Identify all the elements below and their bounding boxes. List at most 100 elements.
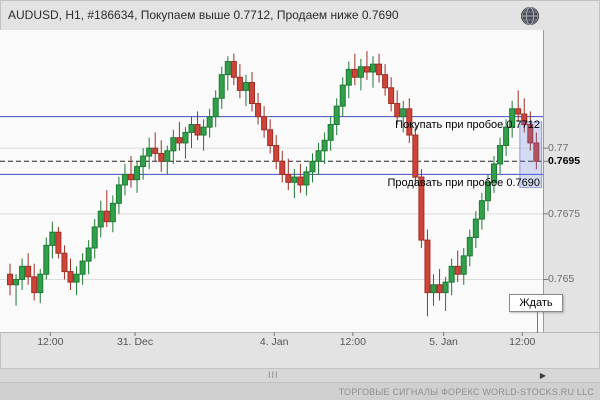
candle bbox=[357, 58, 364, 91]
candle bbox=[128, 156, 134, 188]
candle bbox=[345, 61, 352, 99]
candlestick-chart[interactable] bbox=[0, 30, 600, 368]
candle bbox=[351, 53, 358, 86]
candle bbox=[491, 156, 497, 193]
candle bbox=[103, 190, 110, 227]
candle bbox=[25, 253, 32, 285]
candle bbox=[73, 266, 80, 296]
candle bbox=[412, 127, 419, 185]
candle bbox=[200, 119, 207, 151]
candle bbox=[478, 192, 485, 230]
current-price-label: 0.7695 bbox=[548, 155, 581, 168]
candle bbox=[442, 276, 449, 311]
candle bbox=[515, 90, 522, 122]
candle bbox=[224, 56, 231, 91]
candle bbox=[188, 116, 195, 149]
candle bbox=[146, 137, 153, 170]
candle bbox=[297, 163, 304, 193]
candle bbox=[61, 245, 68, 280]
candle bbox=[19, 258, 26, 290]
candle bbox=[315, 142, 322, 175]
candle bbox=[327, 116, 334, 151]
candle bbox=[249, 72, 255, 112]
globe-icon[interactable] bbox=[520, 6, 540, 26]
candle bbox=[448, 258, 455, 296]
candle bbox=[406, 98, 413, 143]
signal-selection-highlight bbox=[519, 121, 543, 189]
price-axis-label: 0.7675 bbox=[548, 207, 581, 220]
candle bbox=[176, 121, 183, 151]
candle bbox=[49, 221, 56, 259]
candle bbox=[521, 98, 528, 133]
candle bbox=[273, 135, 280, 170]
candle bbox=[388, 77, 395, 112]
candle bbox=[212, 90, 219, 128]
candle bbox=[497, 137, 504, 175]
candle bbox=[291, 169, 298, 199]
status-bar: ТОРГОВЫЕ СИГНАЛЫ ФОРЕКС WORLD-STOCKS.RU … bbox=[0, 383, 600, 400]
candle bbox=[67, 258, 74, 290]
time-axis-label: 12:00 bbox=[37, 336, 64, 348]
candle bbox=[182, 127, 189, 159]
candle bbox=[370, 56, 376, 88]
candle bbox=[85, 240, 92, 275]
candle bbox=[382, 64, 389, 96]
candle bbox=[170, 129, 177, 164]
wait-flag[interactable]: Ждать bbox=[509, 294, 563, 333]
candle bbox=[13, 274, 20, 306]
time-axis-label: 31. Dec bbox=[116, 336, 154, 348]
scrollbar-grip[interactable]: III bbox=[268, 370, 279, 380]
candle bbox=[424, 229, 431, 317]
candle bbox=[267, 119, 274, 154]
candle bbox=[55, 226, 62, 259]
price-axis-label: 0.765 bbox=[548, 273, 575, 286]
candle bbox=[140, 148, 147, 180]
candle bbox=[91, 219, 98, 259]
candle bbox=[533, 132, 540, 170]
time-axis-label: 4. Jan bbox=[259, 336, 289, 348]
candle bbox=[376, 53, 383, 83]
candle bbox=[164, 145, 171, 175]
candle bbox=[321, 132, 328, 164]
time-axis-label: 12:00 bbox=[509, 336, 536, 348]
buy-breakout-label: Покупать при пробое 0.7712 bbox=[395, 118, 540, 131]
candle bbox=[109, 195, 116, 233]
candle bbox=[255, 93, 262, 125]
candle bbox=[400, 100, 407, 133]
candle bbox=[436, 268, 443, 301]
candle bbox=[279, 150, 286, 183]
candle bbox=[363, 51, 370, 80]
candle bbox=[418, 169, 425, 248]
candle bbox=[152, 132, 159, 162]
candle bbox=[333, 98, 340, 136]
candle bbox=[79, 253, 86, 285]
candle bbox=[527, 111, 534, 151]
candle bbox=[7, 263, 13, 296]
time-axis-label: 5. Jan bbox=[429, 336, 458, 348]
candle bbox=[472, 211, 479, 248]
candle bbox=[194, 111, 201, 141]
candle bbox=[158, 140, 165, 172]
candle bbox=[206, 108, 213, 138]
candle bbox=[37, 268, 44, 304]
scrollbar-right-arrow[interactable]: ▶ bbox=[539, 371, 546, 380]
title-bar: AUDUSD, H1, #186634, Покупаем выше 0.771… bbox=[0, 0, 600, 30]
candle bbox=[121, 163, 128, 196]
chart-title: AUDUSD, H1, #186634, Покупаем выше 0.771… bbox=[8, 8, 399, 22]
candle bbox=[236, 64, 243, 99]
candle bbox=[430, 274, 437, 306]
candle bbox=[218, 66, 225, 109]
status-text: ТОРГОВЫЕ СИГНАЛЫ ФОРЕКС WORLD-STOCKS.RU … bbox=[338, 387, 594, 397]
candle bbox=[466, 229, 473, 267]
candle bbox=[242, 74, 249, 107]
sell-breakout-label: Продавать при пробое 0.7690 bbox=[387, 177, 540, 190]
candle bbox=[230, 53, 237, 86]
candle bbox=[460, 247, 467, 285]
time-axis-label: 12:00 bbox=[339, 336, 366, 348]
candle bbox=[134, 161, 141, 193]
candle bbox=[484, 174, 491, 212]
horizontal-scrollbar[interactable]: III ▶ bbox=[0, 368, 600, 383]
candle bbox=[454, 250, 461, 283]
candle bbox=[285, 158, 292, 191]
